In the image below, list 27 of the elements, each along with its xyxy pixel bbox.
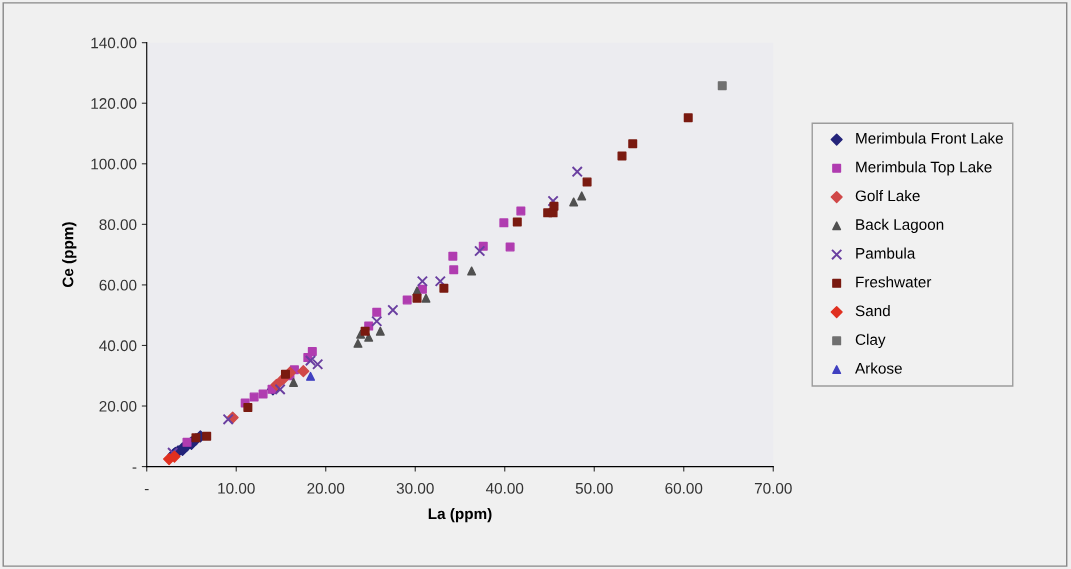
x-axis-title: La (ppm) <box>428 507 492 523</box>
y-tick-label: 40.00 <box>99 340 137 352</box>
legend-label: Golf Lake <box>855 190 920 202</box>
y-tick-label: 120.00 <box>91 98 137 109</box>
y-tick-label: 60.00 <box>99 279 137 291</box>
legend-label: Merimbula Top Lake <box>856 161 992 176</box>
legend-label: Sand <box>855 305 890 317</box>
y-tick-label: 20.00 <box>99 400 137 412</box>
legend-label: Arkose <box>855 362 902 374</box>
x-tick-label: 10.00 <box>218 482 255 494</box>
x-tick-label: 20.00 <box>307 482 345 494</box>
x-tick-label: 50.00 <box>575 482 613 494</box>
x-tick-label: 30.00 <box>396 482 434 494</box>
legend-label: Back Lagoon <box>856 218 944 233</box>
legend-label: Pambula <box>856 247 916 259</box>
x-tick-label: 70.00 <box>754 482 792 494</box>
x-tick-label: - <box>144 488 149 491</box>
y-tick-label: 80.00 <box>99 219 137 231</box>
y-tick-label: - <box>132 467 137 469</box>
legend-label: Freshwater <box>856 276 932 288</box>
legend-label: Clay <box>855 333 886 349</box>
y-tick-label: 100.00 <box>91 158 137 170</box>
y-axis-title: Ce (ppm) <box>62 222 77 288</box>
legend-label: Merimbula Front Lake <box>856 132 1003 144</box>
y-tick-label: 140.00 <box>91 37 137 49</box>
x-tick-label: 40.00 <box>485 482 524 494</box>
x-tick-label: 60.00 <box>665 482 703 494</box>
